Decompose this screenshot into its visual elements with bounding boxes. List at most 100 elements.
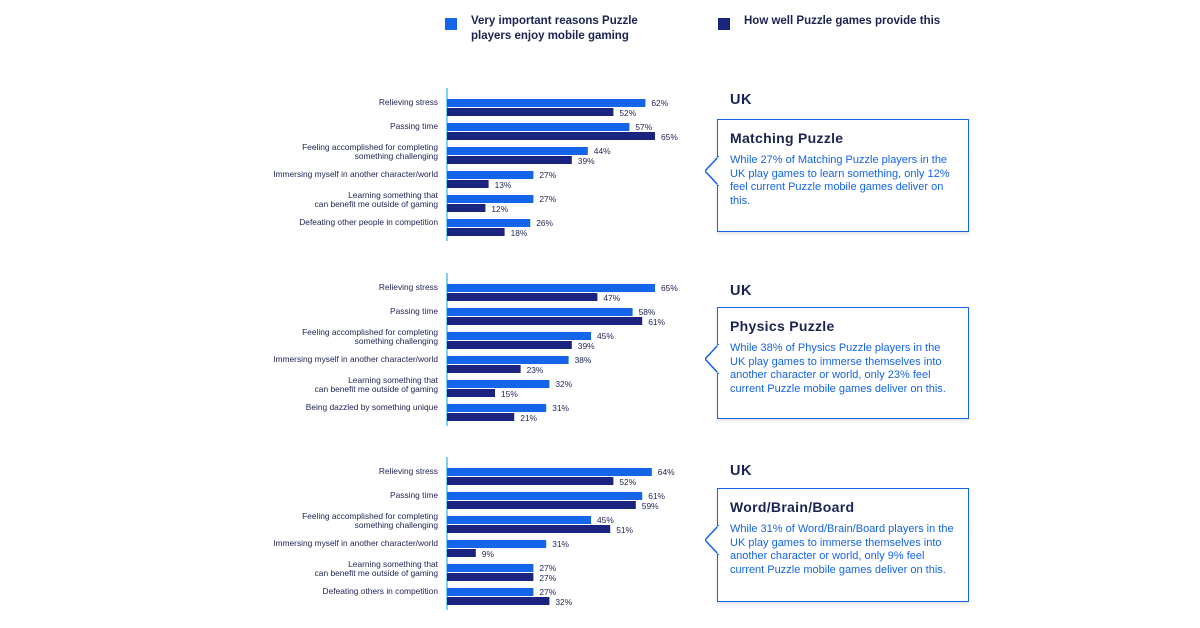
- bar-importance: [447, 404, 547, 412]
- category-label: Passing time: [390, 490, 438, 500]
- category-label: Feeling accomplished for completing somet…: [302, 142, 438, 161]
- value-label-delivery: 13%: [495, 180, 512, 190]
- bar-delivery: [447, 413, 515, 421]
- category-label: Relieving stress: [379, 282, 438, 292]
- value-label-delivery: 39%: [578, 341, 595, 351]
- bar-delivery: [447, 108, 614, 116]
- legend-label-importance: Very important reasons Puzzle players en…: [471, 15, 638, 42]
- category-label: Passing time: [390, 121, 438, 131]
- value-label-importance: 27%: [539, 587, 556, 597]
- callout-box: Matching Puzzle While 27% of Matching Pu…: [705, 119, 969, 232]
- right-margin: [1035, 0, 1200, 628]
- bar-delivery: [447, 525, 611, 533]
- panel-physics-puzzle: Relieving stress 65% 47% Passing time 58% 61%…: [165, 273, 1035, 443]
- legend-item-delivery: How well Puzzle games provide this: [718, 14, 940, 30]
- legend-swatch-delivery: [718, 18, 730, 30]
- value-label-delivery: 27%: [539, 573, 556, 583]
- bar-delivery: [447, 180, 489, 188]
- callout-pointer-icon: [705, 156, 719, 186]
- bar-delivery: [447, 501, 636, 509]
- value-label-delivery: 59%: [642, 501, 659, 511]
- value-label-importance: 32%: [555, 379, 572, 389]
- callout-title: Matching Puzzle: [730, 130, 844, 146]
- bar-importance: [447, 492, 643, 500]
- value-label-importance: 27%: [539, 563, 556, 573]
- bar-delivery: [447, 228, 505, 236]
- bar-chart-physics-puzzle: Relieving stress 65% 47% Passing time 58%61%…: [273, 273, 678, 426]
- legend-item-importance: Very important reasons Puzzle players en…: [445, 14, 638, 44]
- callout-pointer-icon: [705, 344, 719, 374]
- bar-importance: [447, 588, 534, 596]
- value-label-delivery: 47%: [603, 293, 620, 303]
- value-label-importance: 31%: [552, 403, 569, 413]
- bar-importance: [447, 219, 531, 227]
- value-label-importance: 26%: [536, 218, 553, 228]
- bar-delivery: [447, 293, 598, 301]
- bar-importance: [447, 195, 534, 203]
- bar-delivery: [447, 573, 534, 581]
- value-label-delivery: 39%: [578, 156, 595, 166]
- value-label-importance: 61%: [648, 491, 665, 501]
- callout-box: Physics Puzzle While 38% of Physics Puzz…: [705, 307, 969, 419]
- value-label-importance: 65%: [661, 283, 678, 293]
- bar-importance: [447, 516, 591, 524]
- category-label: Being dazzled by something unique: [306, 402, 439, 412]
- callout-body: While 31% of Word/Brain/Board players in…: [730, 523, 954, 576]
- category-label: Feeling accomplished for completing somet…: [302, 327, 438, 346]
- bar-importance: [447, 564, 534, 572]
- bar-importance: [447, 171, 534, 179]
- bar-importance: [447, 99, 646, 107]
- value-label-importance: 58%: [639, 307, 656, 317]
- bar-delivery: [447, 341, 572, 349]
- bar-importance: [447, 123, 630, 131]
- callout-body: While 38% of Physics Puzzle players in t…: [730, 342, 946, 395]
- legend-swatch-importance: [445, 18, 457, 30]
- callout-pointer-icon: [705, 525, 719, 555]
- category-label: Learning something that can benefit me ou…: [315, 375, 439, 394]
- callout-title: Word/Brain/Board: [730, 499, 855, 515]
- panel-matching-puzzle: Relieving stress 62% 52% Passing time 57% 65%…: [165, 88, 1035, 258]
- value-label-importance: 45%: [597, 331, 614, 341]
- category-label: Relieving stress: [379, 466, 438, 476]
- category-label: Immersing myself in another character/wo…: [273, 538, 438, 548]
- bar-delivery: [447, 317, 643, 325]
- value-label-delivery: 21%: [520, 413, 537, 423]
- value-label-importance: 27%: [539, 170, 556, 180]
- region-label: UK: [730, 92, 752, 108]
- bar-delivery: [447, 365, 521, 373]
- value-label-importance: 27%: [539, 194, 556, 204]
- bar-importance: [447, 468, 652, 476]
- value-label-delivery: 52%: [619, 108, 636, 118]
- chart-legend: Very important reasons Puzzle players en…: [165, 14, 1035, 54]
- value-label-importance: 45%: [597, 515, 614, 525]
- value-label-delivery: 32%: [555, 597, 572, 607]
- region-label: UK: [730, 283, 752, 299]
- value-label-delivery: 12%: [491, 204, 508, 214]
- value-label-delivery: 52%: [619, 477, 636, 487]
- value-label-delivery: 61%: [648, 317, 665, 327]
- value-label-importance: 44%: [594, 146, 611, 156]
- value-label-importance: 31%: [552, 539, 569, 549]
- bar-delivery: [447, 156, 572, 164]
- legend-label-delivery: How well Puzzle games provide this: [744, 15, 941, 27]
- panel-word-brain-board: Relieving stress 64% 52% Passing time 61% 59%…: [165, 457, 1035, 627]
- callout-box: Word/Brain/Board While 31% of Word/Brain…: [705, 488, 969, 602]
- value-label-delivery: 23%: [527, 365, 544, 375]
- category-label: Defeating other people in competition: [299, 217, 438, 227]
- category-label: Learning something that can benefit me ou…: [315, 190, 439, 209]
- category-label: Learning something that can benefit me ou…: [315, 559, 439, 578]
- value-label-delivery: 15%: [501, 389, 518, 399]
- value-label-importance: 62%: [651, 98, 668, 108]
- region-label: UK: [730, 463, 752, 479]
- bar-delivery: [447, 132, 655, 140]
- value-label-importance: 64%: [658, 467, 675, 477]
- value-label-delivery: 65%: [661, 132, 678, 142]
- category-label: Feeling accomplished for completing somet…: [302, 511, 438, 530]
- callout-title: Physics Puzzle: [730, 318, 835, 334]
- bar-delivery: [447, 389, 495, 397]
- bar-importance: [447, 540, 547, 548]
- category-label: Defeating others in competition: [323, 586, 439, 596]
- infographic-page: Very important reasons Puzzle players en…: [165, 0, 1035, 628]
- category-label: Immersing myself in another character/wo…: [273, 169, 438, 179]
- bar-importance: [447, 308, 633, 316]
